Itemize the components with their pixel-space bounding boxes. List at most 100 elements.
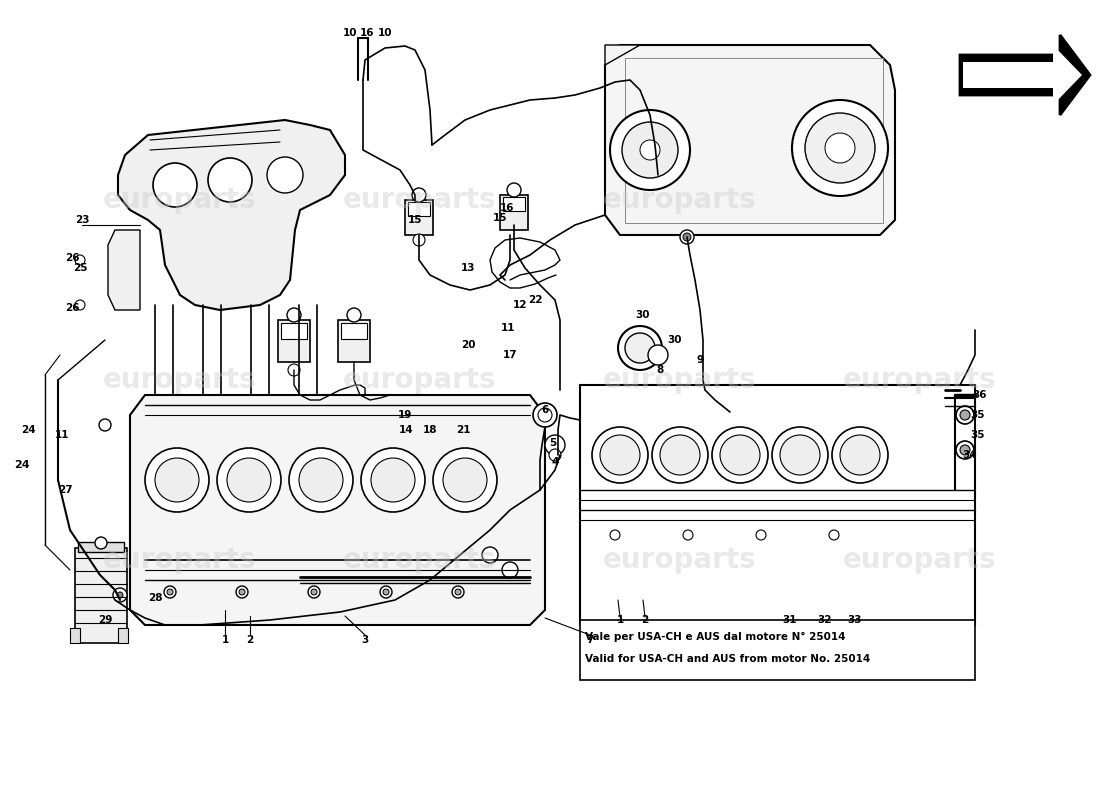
Circle shape [960, 445, 970, 455]
Circle shape [600, 435, 640, 475]
Text: 24: 24 [21, 425, 35, 435]
Circle shape [956, 441, 974, 459]
Circle shape [502, 562, 518, 578]
Circle shape [610, 110, 690, 190]
Text: 26: 26 [65, 253, 79, 263]
Circle shape [832, 427, 888, 483]
Circle shape [153, 163, 197, 207]
Polygon shape [605, 45, 895, 235]
Bar [408, 202, 430, 216]
Circle shape [311, 589, 317, 595]
Bar [280, 323, 307, 339]
Circle shape [840, 435, 880, 475]
Circle shape [538, 408, 552, 422]
Text: 14: 14 [398, 425, 414, 435]
Circle shape [618, 326, 662, 370]
Polygon shape [108, 230, 140, 310]
Text: 29: 29 [98, 615, 112, 625]
Circle shape [780, 435, 820, 475]
Polygon shape [962, 45, 1082, 105]
Text: 24: 24 [14, 460, 30, 470]
Circle shape [452, 586, 464, 598]
Text: 26: 26 [65, 303, 79, 313]
Circle shape [75, 255, 85, 265]
Bar [503, 197, 525, 211]
Text: europarts: europarts [844, 366, 997, 394]
Text: 16: 16 [499, 203, 515, 213]
Circle shape [288, 364, 300, 376]
Text: 23: 23 [75, 215, 89, 225]
Circle shape [829, 530, 839, 540]
Circle shape [99, 419, 111, 431]
Polygon shape [960, 35, 1090, 115]
Bar [625, 58, 883, 223]
Circle shape [371, 458, 415, 502]
Circle shape [379, 586, 392, 598]
Text: 6: 6 [541, 405, 549, 415]
Circle shape [683, 233, 691, 241]
Circle shape [621, 122, 678, 178]
Text: 10: 10 [377, 28, 393, 38]
Text: 5: 5 [549, 438, 557, 448]
Circle shape [287, 308, 301, 322]
Text: 17: 17 [503, 350, 517, 360]
Circle shape [592, 427, 648, 483]
Text: 2: 2 [641, 615, 649, 625]
Circle shape [217, 448, 280, 512]
Text: europarts: europarts [343, 546, 497, 574]
Circle shape [227, 458, 271, 502]
Circle shape [720, 435, 760, 475]
Text: europarts: europarts [103, 366, 256, 394]
Text: 25: 25 [73, 263, 87, 273]
Polygon shape [605, 45, 640, 65]
Circle shape [960, 410, 970, 420]
Circle shape [95, 537, 107, 549]
Circle shape [610, 530, 620, 540]
Circle shape [660, 435, 700, 475]
Text: 28: 28 [147, 593, 163, 603]
Text: 30: 30 [668, 335, 682, 345]
Bar [278, 320, 310, 362]
Circle shape [455, 589, 461, 595]
Circle shape [308, 586, 320, 598]
Circle shape [625, 333, 654, 363]
Circle shape [956, 406, 974, 424]
Text: 19: 19 [398, 410, 412, 420]
Circle shape [267, 157, 303, 193]
Circle shape [346, 308, 361, 322]
Text: europarts: europarts [103, 186, 256, 214]
Bar [338, 320, 370, 362]
Text: Valid for USA-CH and AUS from motor No. 25014: Valid for USA-CH and AUS from motor No. … [585, 654, 870, 664]
Circle shape [236, 586, 248, 598]
Text: 11: 11 [55, 430, 69, 440]
Bar [580, 385, 975, 625]
Text: 34: 34 [962, 450, 977, 460]
Circle shape [792, 100, 888, 196]
Text: 1: 1 [221, 635, 229, 645]
Text: 32: 32 [817, 615, 833, 625]
Polygon shape [118, 120, 345, 310]
Circle shape [652, 427, 708, 483]
Circle shape [361, 448, 425, 512]
Text: 2: 2 [246, 635, 254, 645]
Circle shape [155, 458, 199, 502]
Circle shape [113, 588, 127, 602]
Circle shape [208, 158, 252, 202]
Circle shape [383, 589, 389, 595]
Circle shape [164, 586, 176, 598]
Circle shape [680, 230, 694, 244]
Circle shape [772, 427, 828, 483]
Circle shape [299, 458, 343, 502]
Text: europarts: europarts [343, 186, 497, 214]
Text: 12: 12 [513, 300, 527, 310]
Bar [75, 548, 127, 643]
Circle shape [167, 589, 173, 595]
Text: 35: 35 [970, 410, 986, 420]
Text: 21: 21 [455, 425, 471, 435]
Circle shape [117, 592, 123, 598]
Circle shape [534, 403, 557, 427]
Text: 33: 33 [848, 615, 862, 625]
Polygon shape [130, 395, 544, 625]
Bar [118, 628, 128, 643]
Text: 20: 20 [461, 340, 475, 350]
